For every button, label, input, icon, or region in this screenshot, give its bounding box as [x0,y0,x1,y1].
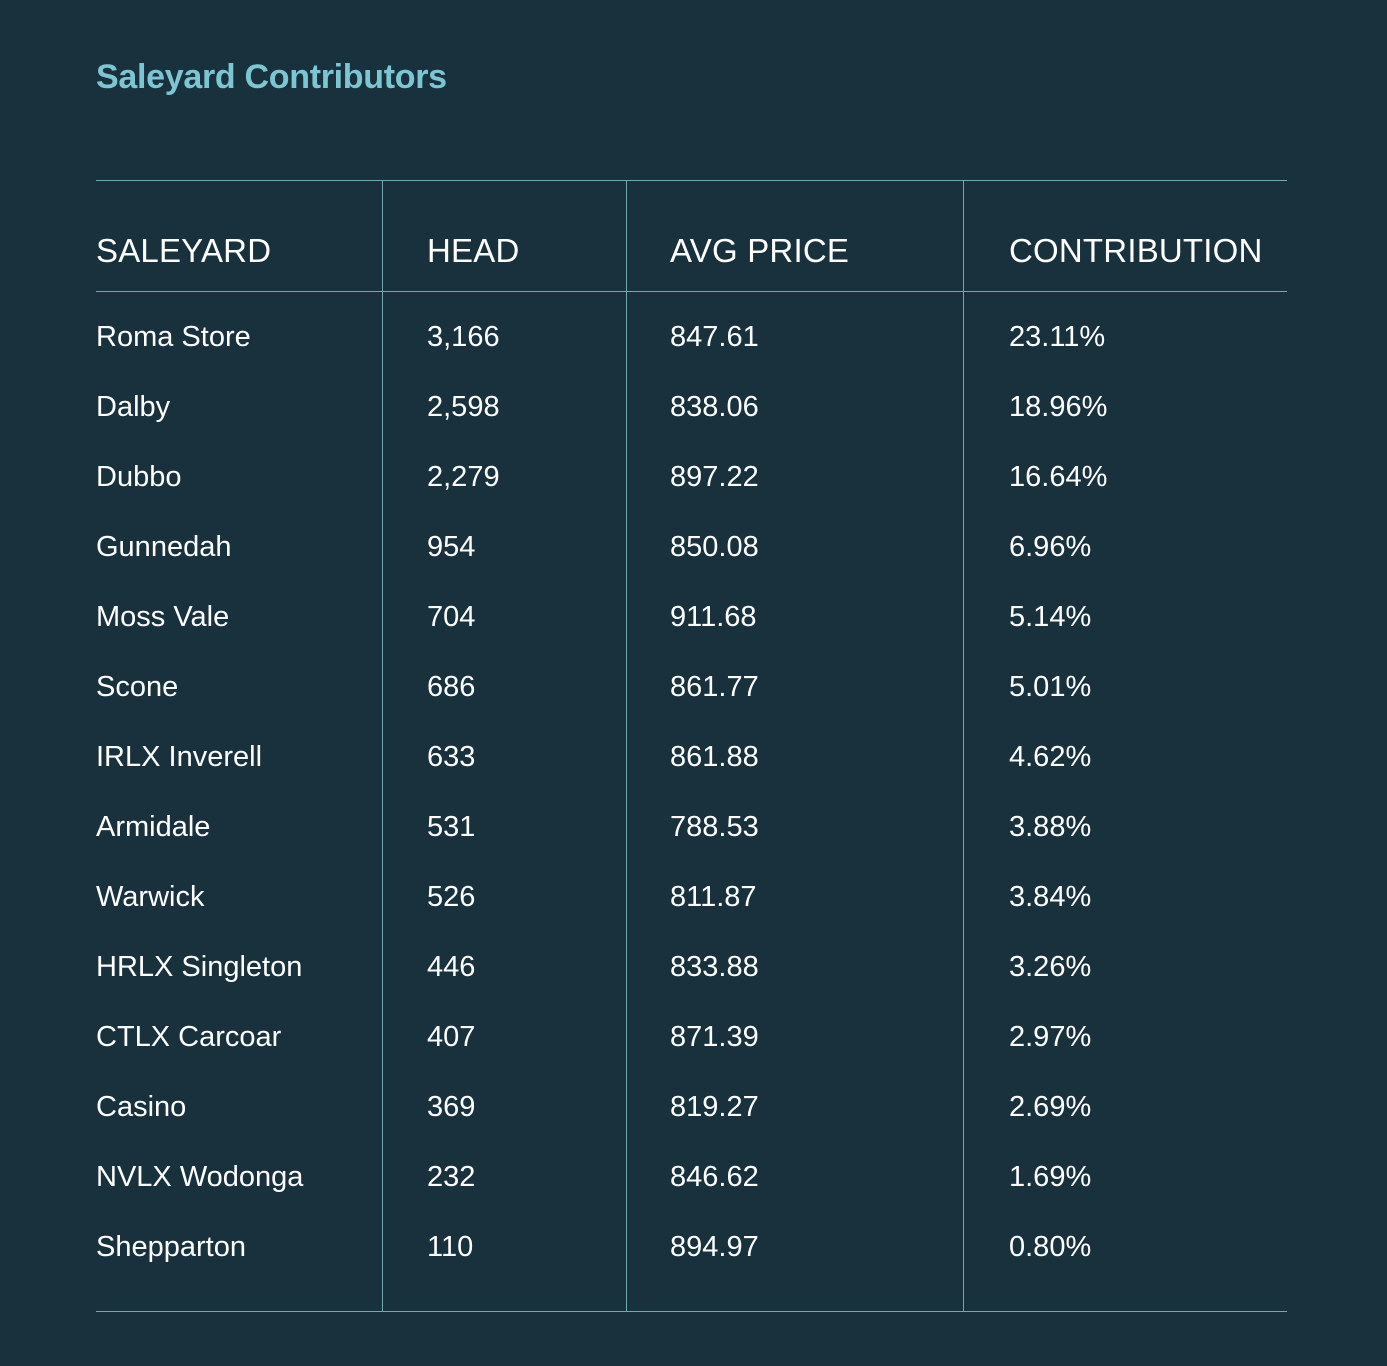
avg-price-cell: 847.61 [670,321,759,353]
saleyard-cell: Casino [96,1091,187,1123]
saleyard-cell: Gunnedah [96,531,232,563]
column-header-avg-price: AVG PRICE [670,232,850,269]
avg-price-cell: 846.62 [670,1161,759,1193]
head-cell: 407 [427,1021,476,1053]
contribution-cell: 4.62% [1009,741,1092,773]
table-row: Scone 686 861.77 5.01% [96,652,1287,722]
table-row: Dubbo 2,279 897.22 16.64% [96,442,1287,512]
saleyard-cell: Roma Store [96,321,251,353]
head-cell: 232 [427,1161,476,1193]
avg-price-cell: 819.27 [670,1091,759,1123]
saleyard-cell: IRLX Inverell [96,741,263,773]
column-divider [382,181,383,1311]
table-row: NVLX Wodonga 232 846.62 1.69% [96,1142,1287,1212]
table-row: Moss Vale 704 911.68 5.14% [96,582,1287,652]
table-row: IRLX Inverell 633 861.88 4.62% [96,722,1287,792]
avg-price-cell: 788.53 [670,811,759,843]
avg-price-cell: 861.88 [670,741,759,773]
saleyard-cell: Armidale [96,811,211,843]
table-row: CTLX Carcoar 407 871.39 2.97% [96,1002,1287,1072]
avg-price-cell: 894.97 [670,1231,759,1263]
contribution-cell: 5.01% [1009,671,1092,703]
saleyard-cell: Shepparton [96,1231,246,1263]
head-cell: 686 [427,671,476,703]
contribution-cell: 18.96% [1009,391,1108,423]
saleyard-cell: Dubbo [96,461,182,493]
saleyard-cell: Dalby [96,391,171,423]
avg-price-cell: 838.06 [670,391,759,423]
contribution-cell: 3.88% [1009,811,1092,843]
avg-price-cell: 850.08 [670,531,759,563]
table-row: Shepparton 110 894.97 0.80% [96,1212,1287,1282]
column-header-contribution: CONTRIBUTION [1009,232,1263,269]
saleyard-cell: NVLX Wodonga [96,1161,304,1193]
head-cell: 2,598 [427,391,500,423]
head-cell: 3,166 [427,321,500,353]
contribution-cell: 2.97% [1009,1021,1092,1053]
saleyard-cell: CTLX Carcoar [96,1021,282,1053]
saleyard-cell: Moss Vale [96,601,230,633]
column-divider [626,181,627,1311]
head-cell: 531 [427,811,476,843]
column-header-saleyard: SALEYARD [96,232,272,269]
contribution-cell: 16.64% [1009,461,1108,493]
table-row: Warwick 526 811.87 3.84% [96,862,1287,932]
avg-price-cell: 811.87 [670,881,757,913]
saleyard-cell: Scone [96,671,179,703]
table-row: Casino 369 819.27 2.69% [96,1072,1287,1142]
table-row: Armidale 531 788.53 3.88% [96,792,1287,862]
head-cell: 2,279 [427,461,500,493]
table-header-row: SALEYARD HEAD AVG PRICE CONTRIBUTION [96,181,1287,269]
avg-price-cell: 833.88 [670,951,759,983]
table-row: HRLX Singleton 446 833.88 3.26% [96,932,1287,1002]
head-cell: 446 [427,951,476,983]
page-title: Saleyard Contributors [96,58,447,96]
contribution-cell: 3.26% [1009,951,1092,983]
avg-price-cell: 861.77 [670,671,759,703]
contribution-cell: 3.84% [1009,881,1092,913]
saleyard-table: SALEYARD HEAD AVG PRICE CONTRIBUTION Rom… [96,180,1287,1312]
table-row: Roma Store 3,166 847.61 23.11% [96,302,1287,372]
head-cell: 633 [427,741,476,773]
column-divider [963,181,964,1311]
head-cell: 526 [427,881,476,913]
avg-price-cell: 871.39 [670,1021,759,1053]
saleyard-cell: Warwick [96,881,205,913]
head-cell: 954 [427,531,476,563]
head-cell: 369 [427,1091,476,1123]
contribution-cell: 23.11% [1009,321,1106,353]
avg-price-cell: 911.68 [670,601,757,633]
saleyard-cell: HRLX Singleton [96,951,303,983]
column-header-head: HEAD [427,232,520,269]
contribution-cell: 2.69% [1009,1091,1092,1123]
header-divider [96,291,1287,292]
contribution-cell: 0.80% [1009,1231,1092,1263]
table-row: Dalby 2,598 838.06 18.96% [96,372,1287,442]
head-cell: 704 [427,601,476,633]
contribution-cell: 1.69% [1009,1161,1092,1193]
table-row: Gunnedah 954 850.08 6.96% [96,512,1287,582]
contribution-cell: 5.14% [1009,601,1092,633]
head-cell: 110 [427,1231,474,1263]
avg-price-cell: 897.22 [670,461,759,493]
contribution-cell: 6.96% [1009,531,1092,563]
